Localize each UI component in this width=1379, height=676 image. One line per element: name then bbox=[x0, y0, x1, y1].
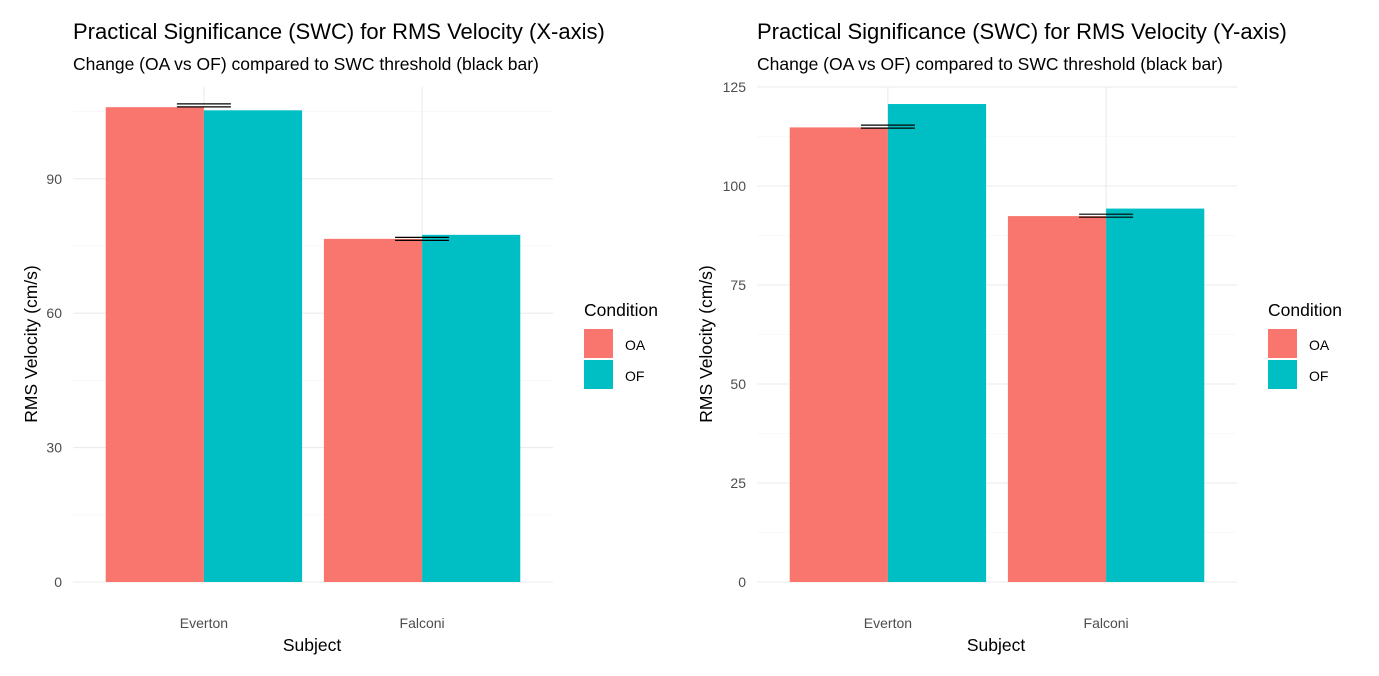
bar-oa-falconi bbox=[1007, 216, 1107, 582]
legend-key-of bbox=[584, 360, 613, 389]
y-axis-title: RMS Velocity (cm/s) bbox=[21, 265, 41, 423]
y-tick-label: 125 bbox=[723, 79, 747, 95]
y-tick-label: 30 bbox=[46, 440, 62, 456]
y-axis-title: RMS Velocity (cm/s) bbox=[696, 265, 716, 423]
legend-key-oa bbox=[1268, 329, 1297, 358]
y-tick-label: 100 bbox=[723, 178, 747, 194]
legend-title: Condition bbox=[1268, 300, 1342, 320]
legend-title: Condition bbox=[584, 300, 658, 320]
y-tick-label: 0 bbox=[738, 574, 746, 590]
y-ticks: 0 30 60 90 bbox=[46, 171, 62, 590]
legend-label: OF bbox=[1309, 368, 1328, 384]
y-tick-label: 50 bbox=[730, 376, 746, 392]
legend-label: OA bbox=[625, 337, 646, 353]
y-ticks: 0 25 50 75 100 125 bbox=[723, 79, 747, 590]
bars bbox=[105, 107, 521, 582]
swc-markers bbox=[176, 103, 450, 241]
bar-of-everton bbox=[203, 110, 303, 582]
swc-markers bbox=[860, 124, 1134, 218]
x-axis-title: Subject bbox=[967, 635, 1026, 655]
chart-subtitle: Change (OA vs OF) compared to SWC thresh… bbox=[73, 54, 539, 74]
chart-panel-y-axis: Practical Significance (SWC) for RMS Vel… bbox=[696, 19, 1342, 655]
x-tick-label: Everton bbox=[864, 615, 912, 631]
legend: OA OF bbox=[1268, 329, 1330, 389]
chart-subtitle: Change (OA vs OF) compared to SWC thresh… bbox=[757, 54, 1223, 74]
y-tick-label: 0 bbox=[54, 574, 62, 590]
x-tick-label: Falconi bbox=[400, 615, 445, 631]
bar-oa-everton bbox=[105, 107, 204, 582]
x-tick-label: Everton bbox=[180, 615, 228, 631]
x-ticks: Everton Falconi bbox=[180, 615, 445, 631]
x-tick-label: Falconi bbox=[1084, 615, 1129, 631]
bar-oa-falconi bbox=[323, 238, 423, 582]
legend: OA OF bbox=[584, 329, 646, 389]
bars bbox=[789, 104, 1205, 582]
y-tick-label: 25 bbox=[730, 475, 746, 491]
legend-label: OA bbox=[1309, 337, 1330, 353]
chart-panel-x-axis: Practical Significance (SWC) for RMS Vel… bbox=[21, 19, 658, 655]
legend-key-of bbox=[1268, 360, 1297, 389]
bar-of-falconi bbox=[1106, 208, 1205, 582]
bar-of-falconi bbox=[422, 234, 521, 582]
chart-title: Practical Significance (SWC) for RMS Vel… bbox=[73, 19, 605, 44]
bar-of-everton bbox=[887, 104, 987, 582]
x-ticks: Everton Falconi bbox=[864, 615, 1129, 631]
chart-title: Practical Significance (SWC) for RMS Vel… bbox=[757, 19, 1287, 44]
x-axis-title: Subject bbox=[283, 635, 342, 655]
legend-label: OF bbox=[625, 368, 644, 384]
y-tick-label: 75 bbox=[730, 277, 746, 293]
bar-oa-everton bbox=[789, 127, 888, 582]
y-tick-label: 90 bbox=[46, 171, 62, 187]
legend-key-oa bbox=[584, 329, 613, 358]
y-tick-label: 60 bbox=[46, 305, 62, 321]
